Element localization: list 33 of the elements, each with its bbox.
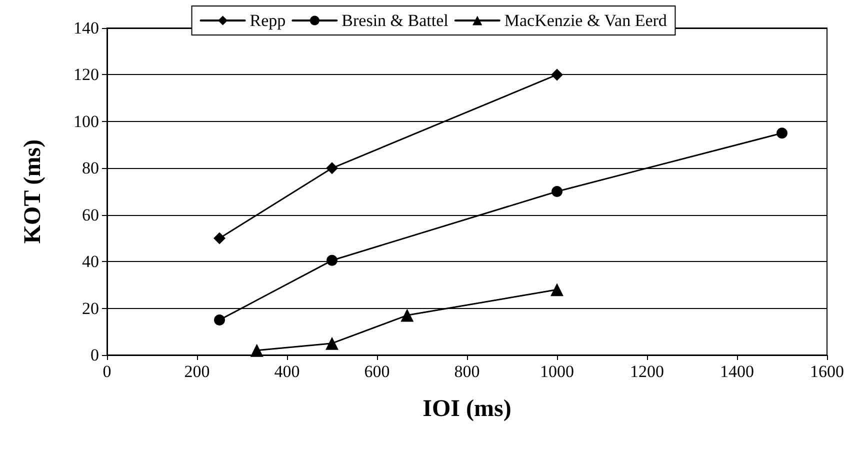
legend-label: Repp bbox=[250, 11, 286, 30]
point bbox=[550, 283, 564, 296]
point bbox=[551, 68, 563, 81]
y-tick-label: 100 bbox=[74, 112, 99, 131]
point bbox=[326, 254, 338, 266]
x-tick-label: 200 bbox=[184, 362, 210, 381]
y-tick-label: 40 bbox=[82, 252, 99, 272]
point bbox=[250, 344, 264, 357]
x-axis-title: IOI (ms) bbox=[422, 396, 512, 422]
point bbox=[214, 232, 226, 244]
point bbox=[326, 336, 338, 350]
point bbox=[400, 308, 414, 322]
point bbox=[552, 186, 562, 197]
y-tick-label: 0 bbox=[90, 346, 99, 364]
x-tick-label: 1400 bbox=[720, 362, 754, 381]
y-axis-title: KOT (ms) bbox=[20, 139, 46, 244]
x-tick-label: 800 bbox=[454, 362, 480, 381]
y-tick-label: 20 bbox=[82, 298, 99, 318]
x-tick-label: 1600 bbox=[810, 362, 844, 381]
point bbox=[776, 128, 788, 139]
x-tick-label: 0 bbox=[102, 362, 112, 381]
legend-label: MacKenzie & Van Eerd bbox=[504, 11, 668, 30]
point bbox=[214, 314, 225, 326]
y-tick-label: 120 bbox=[74, 65, 99, 84]
point bbox=[326, 162, 338, 174]
x-tick-label: 400 bbox=[274, 362, 300, 381]
x-tick-label: 600 bbox=[364, 362, 390, 381]
x-tick-label: 1000 bbox=[540, 362, 574, 381]
x-tick-label: 1200 bbox=[630, 362, 664, 381]
legend-label: Bresin & Battel bbox=[342, 11, 449, 30]
y-tick-label: 60 bbox=[82, 205, 99, 224]
y-tick-label: 80 bbox=[82, 158, 99, 178]
y-tick-label: 140 bbox=[74, 18, 99, 38]
